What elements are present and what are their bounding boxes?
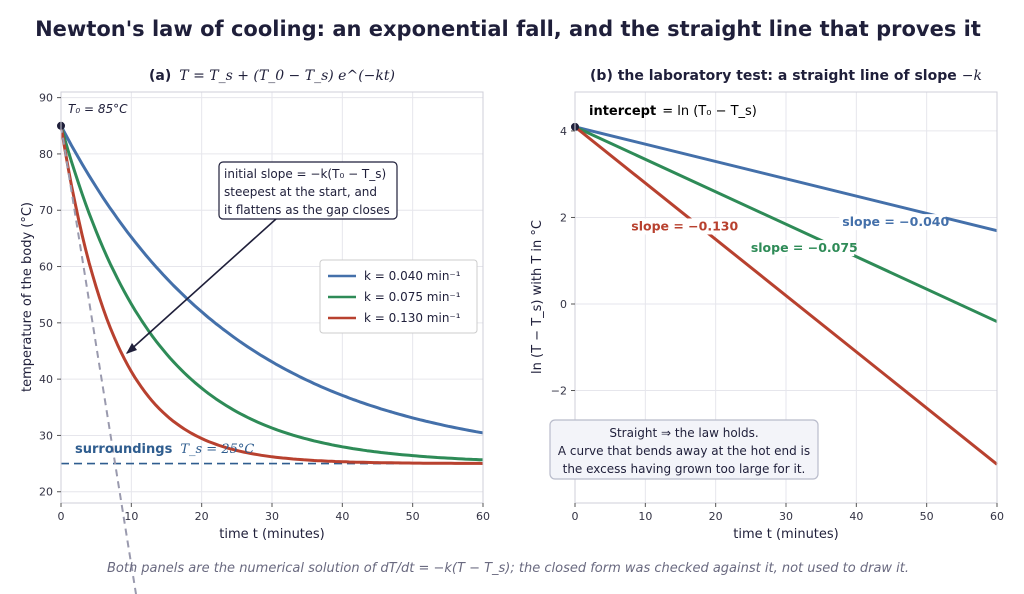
intercept-word: intercept (589, 104, 656, 119)
slope-label-bg-1 (747, 240, 855, 257)
panel-a-title-formula: T = T_s + (T_0 − T_s) e^(−kt) (179, 68, 395, 84)
slope-label-bg-2 (628, 218, 735, 235)
panel-b-ytick-label: −2 (551, 385, 567, 398)
panel-b-xtick-label: 60 (990, 510, 1004, 523)
panel-b-xtick-label: 30 (779, 510, 793, 523)
panel-a-chart: (a) T = T_s + (T_0 − T_s) e^(−kt) 0 10 20 30… (20, 68, 490, 594)
panel-a-marks (57, 121, 484, 594)
legend-box (319, 259, 478, 334)
panel-a-xtick-label: 10 (124, 510, 138, 523)
legend-entry-k075: k = 0.075 min⁻¹ (364, 290, 461, 304)
slope-labels: slope = −0.040 slope = −0.075 slope = −0.1… (628, 214, 949, 257)
note-box (549, 419, 819, 480)
panel-a-xtick-label: 60 (476, 510, 490, 523)
panel-a-ytick-label: 60 (39, 261, 53, 274)
panel-b-ytick-label: 4 (560, 125, 567, 138)
panel-b-title-text: (b) the laboratory test: a straight line… (590, 68, 957, 84)
initial-slope-arrowhead (126, 343, 137, 354)
panel-b-xtick-label: 50 (920, 510, 934, 523)
panel-b-ylabel: ln (T − T_s) with T in °C (530, 220, 545, 374)
panel-b-xtick-label: 40 (849, 510, 863, 523)
panel-a-ytick-label: 20 (39, 486, 53, 499)
log-line-2 (574, 125, 998, 466)
intercept-formula: = ln (T₀ − T_s) (662, 104, 757, 119)
panel-a-ylabel: temperature of the body (°C) (20, 202, 35, 392)
panel-a-xtick-label: 30 (265, 510, 279, 523)
panel-b-ytick-label: 0 (560, 298, 567, 311)
initial-slope-line-1: initial slope = −k(T₀ − T_s) (224, 167, 386, 181)
note-line-3: the excess having grown too large for it… (563, 462, 806, 476)
cooling-curve-2 (59, 125, 484, 465)
panel-b-ticks: 0 10 20 30 40 50 60 −2 0 2 4 (551, 125, 1004, 523)
t0-label: T₀ = 85°C (68, 102, 128, 116)
log-line-0 (574, 125, 998, 233)
figure-title: Newton's law of cooling: an exponential … (35, 17, 981, 41)
surroundings-word: surroundings (75, 442, 173, 457)
cooling-curve-1 (59, 125, 484, 462)
note-line-2: A curve that bends away at the hot end i… (558, 444, 810, 458)
slope-label-0: slope = −0.040 (842, 214, 949, 229)
initial-slope-line-2: steepest at the start, and (224, 185, 377, 199)
initial-slope-box (218, 161, 398, 220)
intercept-label: intercept = ln (T₀ − T_s) (589, 104, 757, 119)
panel-a-ytick-label: 30 (39, 429, 53, 442)
panel-a-title: (a) T = T_s + (T_0 − T_s) e^(−kt) (149, 68, 395, 84)
panel-a-xtick-label: 0 (58, 510, 65, 523)
panel-a-ytick-label: 50 (39, 317, 53, 330)
cooling-curve-0 (59, 125, 484, 435)
legend-entry-k130: k = 0.130 min⁻¹ (364, 311, 461, 325)
panel-a-legend: k = 0.040 min⁻¹ k = 0.075 min⁻¹ k = 0.13… (319, 259, 478, 334)
panel-b-xtick-label: 20 (709, 510, 723, 523)
panel-a-xlabel: time t (minutes) (219, 527, 325, 542)
surroundings-value: T_s = 25°C (180, 442, 254, 457)
panel-b-ytick-label: 2 (560, 211, 567, 224)
legend-entry-k040: k = 0.040 min⁻¹ (364, 269, 461, 283)
initial-slope-arrow (126, 218, 277, 354)
log-line-1 (574, 125, 998, 323)
panel-b-xtick-label: 0 (572, 510, 579, 523)
panel-a-ytick-label: 70 (39, 204, 53, 217)
panel-a-xtick-label: 20 (195, 510, 209, 523)
panel-a-ytick-label: 40 (39, 373, 53, 386)
slope-label-bg-0 (839, 214, 946, 231)
panel-a-xtick-label: 50 (406, 510, 420, 523)
panel-b-title: (b) the laboratory test: a straight line… (590, 68, 982, 84)
note-line-1: Straight ⇒ the law holds. (609, 426, 758, 440)
slope-label-1: slope = −0.075 (751, 240, 858, 255)
panel-b-xlabel: time t (minutes) (733, 527, 839, 542)
initial-slope-line-3: it flattens as the gap closes (224, 203, 390, 217)
panel-b-title-suffix: −k (962, 68, 982, 84)
panel-b-marks (571, 122, 998, 466)
panel-b-chart: (b) the laboratory test: a straight line… (530, 68, 1004, 542)
panel-a-ticks: 0 10 20 30 40 50 60 20 30 40 50 60 70 80 90 (39, 92, 490, 523)
panel-b-xtick-label: 10 (638, 510, 652, 523)
panel-a-title-prefix: (a) (149, 68, 171, 84)
slope-label-2: slope = −0.130 (631, 218, 738, 233)
panel-a-xtick-label: 40 (335, 510, 349, 523)
panel-a-ytick-label: 90 (39, 92, 53, 105)
figure-footer: Both panels are the numerical solution o… (107, 561, 909, 576)
panel-a-ytick-label: 80 (39, 148, 53, 161)
surroundings-label: surroundings T_s = 25°C (75, 442, 254, 457)
initial-tangent-line (60, 125, 138, 594)
